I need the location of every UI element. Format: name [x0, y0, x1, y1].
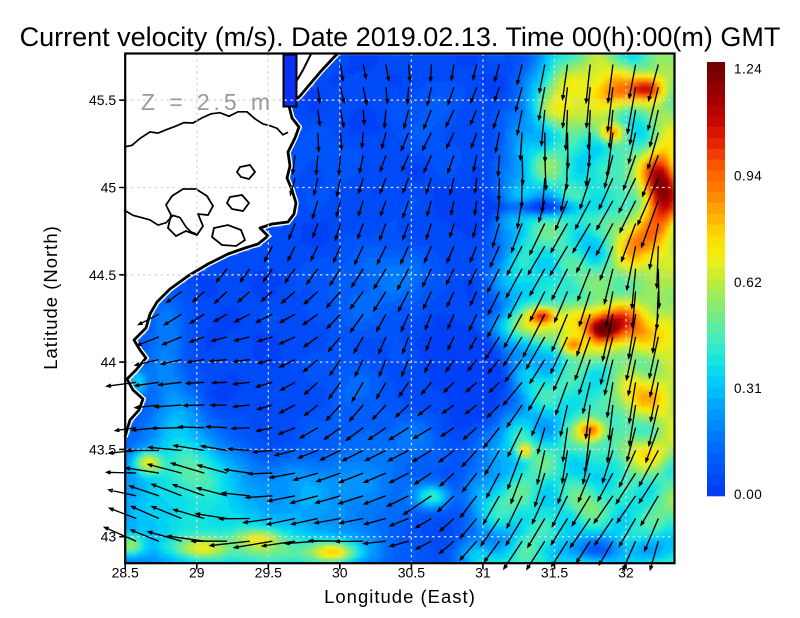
svg-text:Z = 2.5 m: Z = 2.5 m [141, 89, 274, 115]
svg-text:0.62: 0.62 [734, 275, 762, 290]
svg-text:29.5: 29.5 [255, 565, 282, 581]
svg-text:44.5: 44.5 [89, 267, 116, 283]
svg-text:Current velocity (m/s). Date 2: Current velocity (m/s). Date 2019.02.13.… [20, 22, 781, 52]
svg-text:43: 43 [101, 529, 117, 545]
svg-text:28.5: 28.5 [112, 565, 139, 581]
svg-text:43.5: 43.5 [89, 441, 116, 457]
svg-text:45: 45 [101, 180, 117, 196]
svg-text:0.94: 0.94 [734, 169, 762, 184]
svg-text:0.00: 0.00 [734, 487, 762, 502]
svg-text:31: 31 [475, 565, 491, 581]
svg-text:44: 44 [101, 354, 117, 370]
svg-text:0.31: 0.31 [734, 381, 762, 396]
svg-text:29: 29 [189, 565, 205, 581]
svg-text:1.24: 1.24 [734, 62, 762, 77]
svg-text:30: 30 [332, 565, 348, 581]
svg-text:45.5: 45.5 [89, 92, 116, 108]
svg-text:Longitude (East): Longitude (East) [324, 586, 476, 607]
svg-text:30.5: 30.5 [398, 565, 425, 581]
svg-text:31.5: 31.5 [541, 565, 568, 581]
svg-text:Latitude (North): Latitude (North) [40, 225, 61, 370]
svg-text:32: 32 [618, 565, 634, 581]
